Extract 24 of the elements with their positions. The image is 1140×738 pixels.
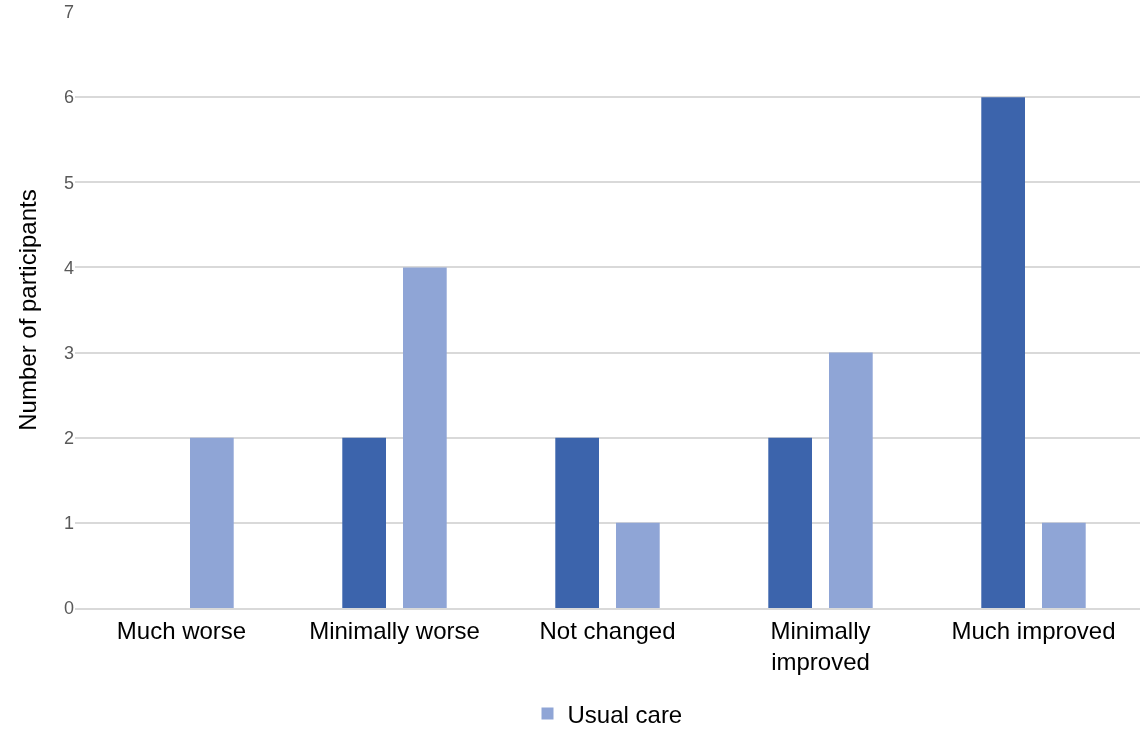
y-tick-label: 2 [63, 428, 74, 449]
y-tick-label: 1 [63, 513, 74, 534]
y-tick-label: 4 [63, 257, 74, 278]
bar [555, 437, 599, 608]
y-tick-label: 7 [63, 2, 74, 23]
x-tick-label: Much worse [116, 616, 247, 644]
bar [190, 437, 234, 608]
y-tick-label: 6 [63, 87, 74, 108]
bar [768, 437, 812, 608]
bar [342, 437, 386, 608]
bar [829, 352, 873, 608]
x-tick-label: Much improved [951, 616, 1116, 644]
bar [1042, 522, 1086, 608]
bar [981, 97, 1025, 608]
y-tick-label: 0 [63, 598, 74, 619]
y-tick-label: 5 [63, 172, 74, 193]
y-axis-title: Number of participants [14, 189, 42, 431]
bar [616, 522, 660, 608]
x-tick-label: Not changed [539, 616, 676, 644]
x-tick-label: Minimally improved [770, 616, 871, 675]
x-tick-label: Minimally worse [309, 616, 480, 644]
bar [403, 267, 447, 608]
y-tick-label: 3 [63, 342, 74, 363]
legend-label: Usual care [567, 700, 683, 728]
